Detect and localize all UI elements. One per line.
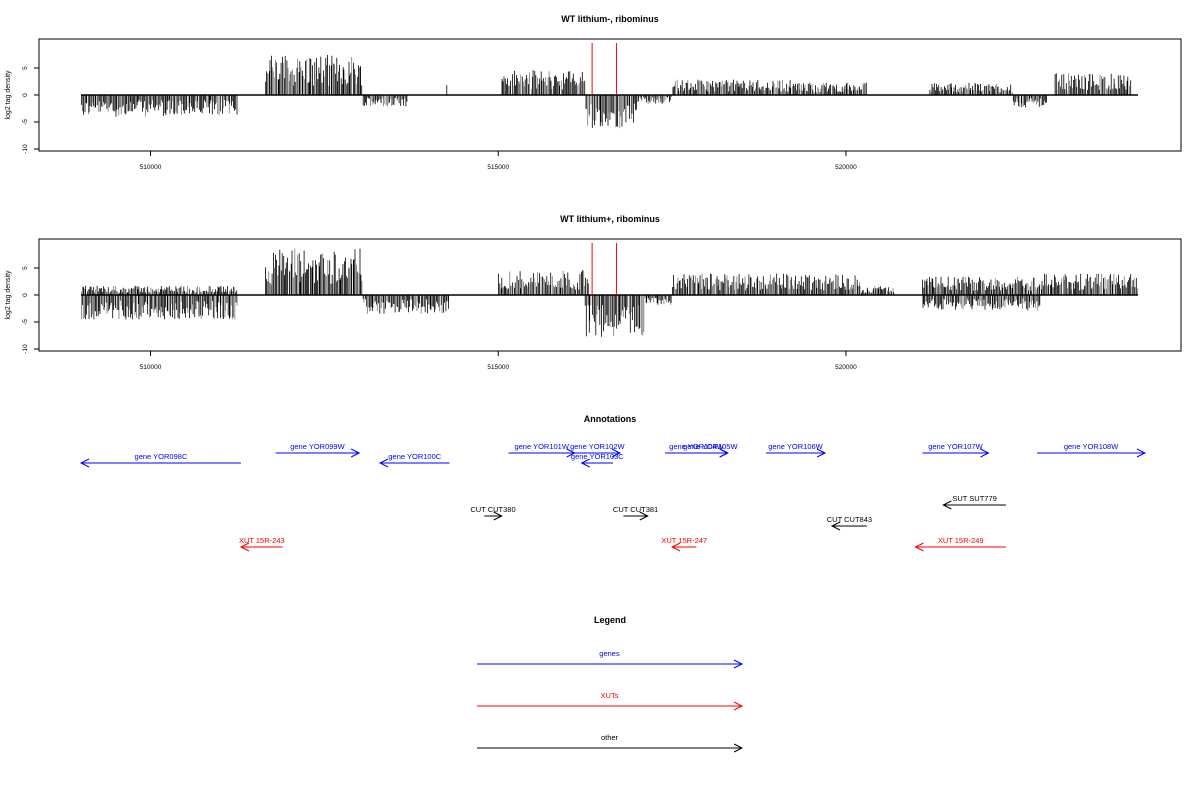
annotation-feature: SUT SUT779 (942, 494, 1006, 510)
feature-label: gene YOR102W (570, 442, 625, 451)
axes: 510000 515000 520000 -10 -5 0 5 (22, 66, 857, 171)
feature-label: CUT CUT380 (470, 505, 515, 514)
panel-wt-lithium-minus: WT lithium-, ribominus 510000 515000 52000… (5, 14, 1182, 171)
y-tick-label: -10 (22, 144, 29, 154)
y-axis-label: log2 tag density (5, 70, 12, 120)
annotation-feature: gene YOR105W (683, 442, 738, 458)
x-tick-label: 510000 (140, 164, 162, 171)
strand-arrow (719, 448, 729, 458)
strand-arrow (611, 448, 622, 458)
axes: 510000 515000 520000 -10 -5 0 5 (22, 266, 857, 371)
annotation-feature: gene YOR099W (275, 442, 361, 458)
y-tick-label: 5 (22, 66, 29, 70)
annotation-feature: gene YOR106W (765, 442, 827, 458)
annotation-feature: gene YOR102W (570, 442, 625, 458)
y-axis-label: log2 tag density (5, 270, 12, 320)
strand-arrow (378, 458, 389, 468)
annotation-feature: XUT 15R-243 (239, 536, 285, 552)
x-tick-label: 520000 (835, 164, 857, 171)
strand-arrow (1136, 448, 1147, 458)
feature-label: XUT 15R-247 (661, 536, 707, 545)
annotation-feature: CUT CUT381 (613, 505, 658, 521)
annotation-feature: gene YOR108W (1037, 442, 1147, 458)
feature-label: SUT SUT779 (952, 494, 996, 503)
feature-label: gene YOR098C (135, 452, 188, 461)
legend: Legend genes XUTs other (477, 615, 744, 753)
legend-label: other (601, 733, 619, 742)
legend-label: genes (599, 649, 620, 658)
strand-arrow (493, 511, 503, 521)
strand-arrow (350, 448, 361, 458)
legend-title: Legend (594, 615, 626, 625)
y-tick-label: -5 (22, 119, 29, 125)
strand-arrow (830, 521, 841, 531)
y-tick-label: -5 (22, 319, 29, 325)
annotation-feature: XUT 15R-249 (914, 536, 1006, 552)
y-tick-label: 5 (22, 266, 29, 270)
feature-label: gene YOR106W (768, 442, 823, 451)
feature-label: XUT 15R-249 (938, 536, 984, 545)
feature-label: gene YOR100C (388, 452, 441, 461)
panel-title: WT lithium-, ribominus (561, 14, 659, 24)
legend-entry: other (477, 733, 744, 753)
x-tick-label: 515000 (487, 164, 509, 171)
legend-arrow (733, 743, 744, 753)
strand-arrow (670, 542, 681, 552)
panel-wt-lithium-plus: WT lithium+, ribominus 510000 515000 52000… (5, 214, 1182, 371)
strand-arrow (239, 542, 250, 552)
legend-label: XUTs (601, 691, 619, 700)
feature-label: gene YOR101W (514, 442, 569, 451)
x-tick-label: 520000 (835, 364, 857, 371)
annotation-feature: CUT CUT843 (827, 515, 872, 531)
feature-label: XUT 15R-243 (239, 536, 285, 545)
panel-title: WT lithium+, ribominus (560, 214, 660, 224)
strand-arrow (914, 542, 924, 552)
signal-bars (81, 243, 1139, 337)
strand-arrow (79, 458, 90, 468)
annotation-feature: gene YOR101W (508, 442, 576, 458)
annotations-title: Annotations (584, 414, 637, 424)
feature-label: gene YOR104W (669, 442, 724, 451)
feature-label: CUT CUT843 (827, 515, 872, 524)
x-tick-label: 515000 (487, 364, 509, 371)
strand-arrow (639, 511, 649, 521)
strand-arrow (580, 458, 590, 468)
legend-entries: genes XUTs other (477, 649, 744, 753)
annotation-feature: gene YOR107W (922, 442, 990, 458)
feature-label: gene YOR103C (571, 452, 624, 461)
annotation-feature: XUT 15R-247 (661, 536, 707, 552)
annotation-feature: CUT CUT380 (470, 505, 516, 521)
annotation-feature: gene YOR100C (378, 452, 450, 468)
feature-label: gene YOR108W (1064, 442, 1119, 451)
legend-arrow (733, 701, 744, 711)
feature-label: CUT CUT381 (613, 505, 658, 514)
annotation-feature: gene YOR098C (79, 452, 241, 468)
strand-arrow (980, 448, 990, 458)
y-tick-label: -10 (22, 344, 29, 354)
y-tick-label: 0 (22, 293, 29, 297)
y-tick-label: 0 (22, 93, 29, 97)
strand-arrow (942, 500, 952, 510)
strand-arrow (816, 448, 827, 458)
feature-label: gene YOR099W (290, 442, 345, 451)
feature-label: gene YOR105W (683, 442, 738, 451)
legend-entry: genes (477, 649, 744, 669)
x-tick-label: 510000 (140, 364, 162, 371)
legend-arrow (733, 659, 744, 669)
annotation-features: gene YOR098C gene YOR099W gene YOR100C gene… (79, 442, 1147, 552)
annotation-feature: gene YOR103C (571, 452, 624, 468)
feature-label: gene YOR107W (928, 442, 983, 451)
signal-bars (81, 43, 1138, 129)
legend-entry: XUTs (477, 691, 744, 711)
